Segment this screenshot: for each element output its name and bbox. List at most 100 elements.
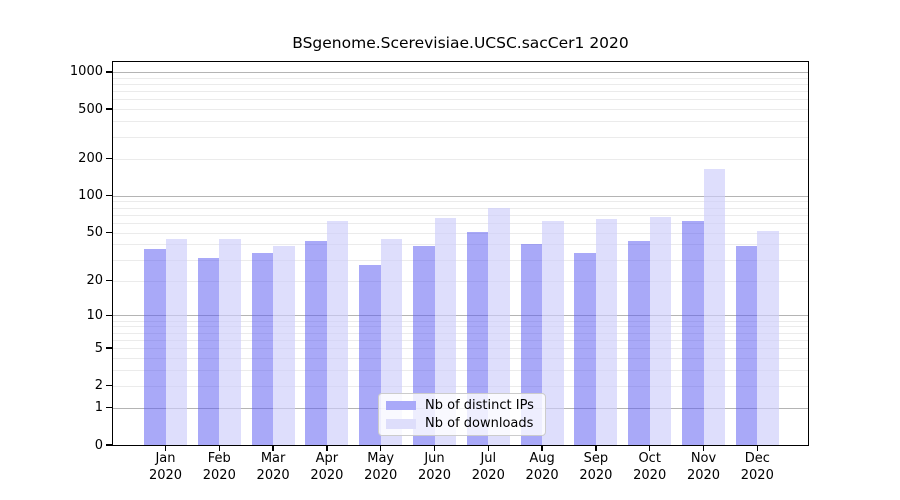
x-tick-label: Jun 2020 (417, 451, 452, 483)
x-tick-label: Aug 2020 (525, 451, 559, 483)
plot-area (113, 62, 808, 445)
bar-distinct-ips (197, 257, 220, 445)
gridline-minor (113, 332, 808, 334)
bar-distinct-ips (466, 231, 489, 445)
bar-downloads (219, 239, 241, 445)
gridline-minor (113, 121, 808, 123)
legend-label-downloads: Nb of downloads (425, 416, 534, 432)
x-tick-mark (648, 445, 651, 451)
bar-distinct-ips (359, 265, 381, 445)
bar-downloads (273, 245, 295, 445)
y-tick-label: 2 (94, 378, 103, 394)
gridline-minor (113, 244, 808, 246)
legend: Nb of distinct IPs Nb of downloads (378, 393, 546, 436)
y-tick-mark (106, 444, 112, 446)
y-tick-mark (106, 314, 112, 317)
y-tick-label: 1 (94, 400, 103, 416)
bar-distinct-ips (735, 245, 758, 445)
x-tick-label: Oct 2020 (633, 451, 667, 483)
y-tick-label: 500 (78, 101, 103, 117)
x-tick-mark (326, 445, 328, 451)
y-tick-label: 20 (86, 273, 103, 289)
x-tick-mark (756, 445, 759, 451)
y-tick-mark (106, 108, 112, 110)
downloads-swatch-icon (386, 419, 416, 429)
x-tick-label: Nov 2020 (686, 451, 721, 483)
y-tick-mark (106, 347, 112, 349)
gridline-minor (113, 358, 808, 360)
y-tick-label: 1000 (69, 64, 103, 80)
bar-downloads (649, 217, 672, 445)
bar-downloads (757, 230, 779, 445)
gridline-minor (113, 326, 808, 328)
x-tick-mark (164, 445, 167, 451)
x-tick-label: Jul 2020 (471, 451, 505, 483)
gridline-minor (113, 339, 808, 341)
gridline-minor (113, 91, 808, 93)
bar-downloads (703, 169, 725, 445)
bar-distinct-ips (251, 252, 274, 445)
gridline-major (113, 71, 808, 73)
ips-swatch-icon (386, 400, 416, 410)
x-tick-label: Sep 2020 (579, 451, 613, 483)
x-tick-mark (433, 445, 436, 451)
gridline-minor (113, 99, 808, 101)
gridline-major (113, 195, 808, 197)
x-tick-mark (379, 445, 382, 451)
bar-downloads (326, 221, 349, 445)
gridline-minor (113, 232, 808, 234)
y-tick-mark (106, 194, 112, 197)
x-tick-mark (541, 445, 543, 451)
y-tick-label: 100 (78, 188, 103, 204)
y-tick-mark (106, 406, 112, 409)
gridline-minor (113, 201, 808, 203)
x-tick-label: Mar 2020 (256, 451, 290, 483)
gridline-minor (113, 370, 808, 372)
gridline-minor (113, 83, 808, 85)
bar-distinct-ips (628, 240, 650, 445)
y-tick-label: 5 (94, 340, 103, 356)
gridline-minor (113, 222, 808, 224)
bar-downloads (165, 239, 187, 445)
bar-distinct-ips (682, 221, 704, 445)
x-tick-label: Dec 2020 (740, 451, 774, 483)
x-tick-label: Apr 2020 (310, 451, 344, 483)
y-tick-mark (106, 71, 112, 73)
gridline-minor (113, 207, 808, 209)
y-tick-mark (106, 231, 112, 234)
y-tick-label: 50 (86, 225, 103, 241)
bar-downloads (595, 218, 618, 445)
x-tick-label: May 2020 (364, 451, 398, 483)
gridline-minor (113, 214, 808, 216)
bar-distinct-ips (144, 248, 166, 445)
gridline-minor (113, 320, 808, 322)
x-tick-mark (487, 445, 490, 451)
bar-distinct-ips (305, 240, 327, 445)
y-tick-label: 0 (94, 437, 103, 453)
gridline-minor (113, 158, 808, 160)
x-tick-mark (272, 445, 274, 451)
bar-downloads (434, 217, 456, 445)
gridline-minor (113, 77, 808, 79)
gridline-minor (113, 109, 808, 111)
bar-downloads (542, 221, 564, 445)
x-tick-label: Feb 2020 (202, 451, 236, 483)
y-tick-mark (106, 157, 112, 160)
gridline-major (113, 315, 808, 317)
x-tick-mark (218, 445, 221, 451)
legend-item-distinct-ips: Nb of distinct IPs (386, 396, 537, 415)
bar-downloads (488, 207, 510, 445)
bar-distinct-ips (574, 252, 596, 445)
gridline-minor (113, 259, 808, 261)
gridline-minor (113, 385, 808, 387)
gridline-minor (113, 136, 808, 138)
legend-label-ips: Nb of distinct IPs (425, 397, 534, 413)
x-tick-mark (702, 445, 705, 451)
x-tick-mark (595, 445, 597, 451)
chart-title: BSgenome.Scerevisiae.UCSC.sacCer1 2020 (292, 34, 629, 52)
gridline-minor (113, 348, 808, 350)
x-tick-label: Jan 2020 (148, 451, 183, 483)
y-tick-label: 10 (86, 307, 103, 323)
y-tick-mark (106, 384, 112, 387)
